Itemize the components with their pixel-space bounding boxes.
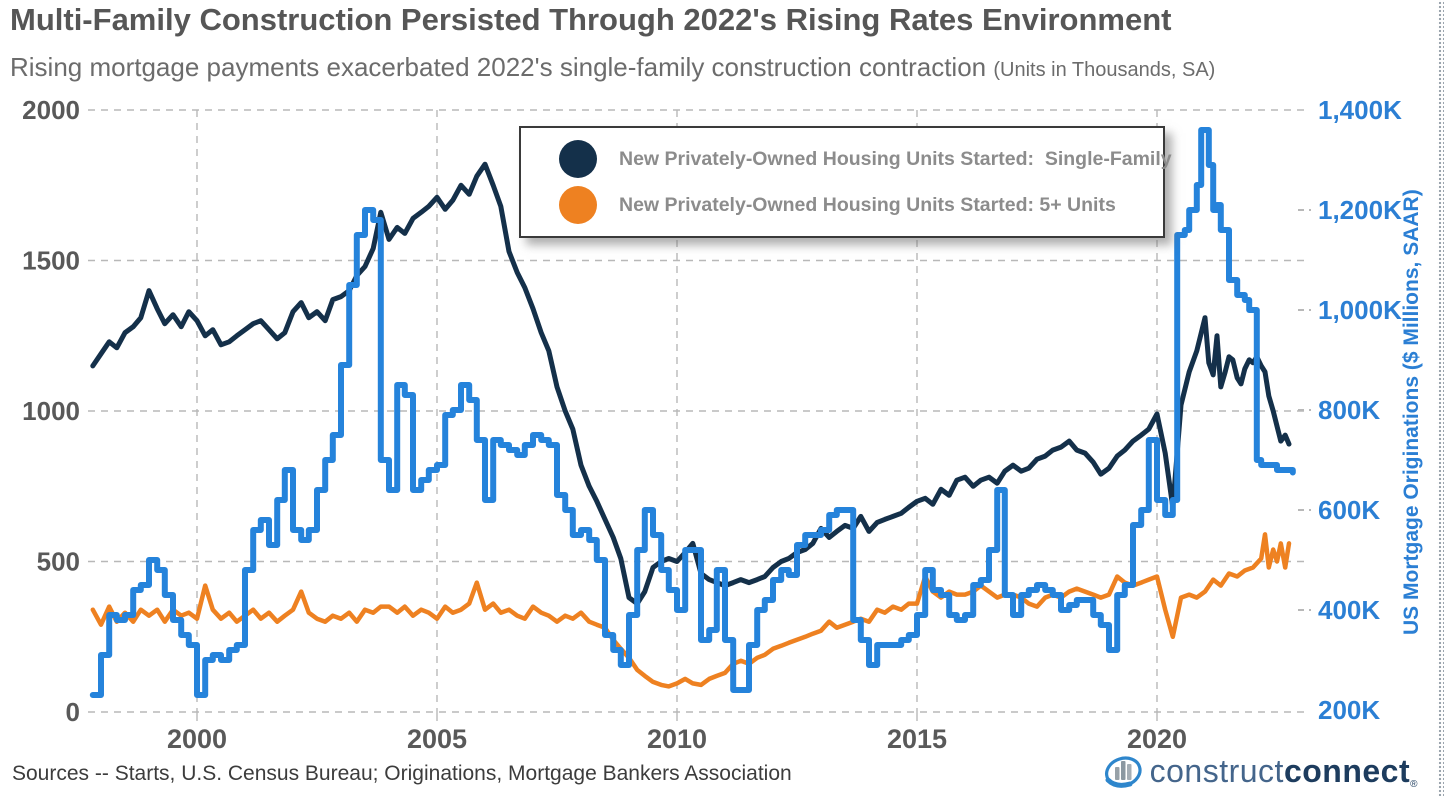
page-title: Multi-Family Construction Persisted Thro… bbox=[10, 2, 1172, 37]
legend-item-5plus-units: New Privately-Owned Housing Units Starte… bbox=[559, 186, 1163, 224]
y-right-tick-label: 400K bbox=[1318, 595, 1380, 625]
x-tick-label: 2000 bbox=[167, 724, 227, 754]
y-right-tick-label: 1,200K bbox=[1318, 195, 1402, 225]
y-right-tick-label: 200K bbox=[1318, 695, 1380, 725]
chart-legend: New Privately-Owned Housing Units Starte… bbox=[519, 126, 1172, 238]
y-right-tick-label: 1,400K bbox=[1318, 95, 1402, 125]
y-right-tick-label: 800K bbox=[1318, 395, 1380, 425]
originations-line bbox=[89, 127, 1296, 698]
screenshot-dotted-edge bbox=[1437, 0, 1444, 796]
right-axis-title: US Mortgage Originations ($ Millions, SA… bbox=[1400, 189, 1423, 635]
y-left-tick-label: 1500 bbox=[22, 246, 80, 276]
legend-label-single-family: New Privately-Owned Housing Units Starte… bbox=[619, 147, 1172, 170]
page-subtitle: Rising mortgage payments exacerbated 202… bbox=[10, 52, 1428, 83]
single-family-line bbox=[90, 161, 1292, 607]
sources-note: Sources -- Starts, U.S. Census Bureau; O… bbox=[12, 762, 792, 785]
x-tick-label: 2005 bbox=[407, 724, 467, 754]
y-left-tick-label: 0 bbox=[66, 697, 80, 727]
y-left-tick-label: 2000 bbox=[22, 95, 80, 125]
single-family-series-marker bbox=[559, 140, 597, 178]
logo-construct: construct bbox=[1149, 752, 1284, 789]
x-tick-label: 2015 bbox=[887, 724, 947, 754]
logo-connect: connect bbox=[1283, 752, 1411, 789]
constructconnect-logo: constructconnect® bbox=[1102, 748, 1418, 794]
y-left-tick-label: 1000 bbox=[22, 396, 80, 426]
y-right-tick-label: 1,000K bbox=[1318, 295, 1402, 325]
subtitle-units-note: (Units in Thousands, SA) bbox=[993, 59, 1216, 81]
logo-registered-mark: ® bbox=[1410, 778, 1418, 790]
x-tick-label: 2010 bbox=[647, 724, 707, 754]
x-tick-label: 2020 bbox=[1127, 724, 1187, 754]
legend-item-single-family: New Privately-Owned Housing Units Starte… bbox=[559, 140, 1172, 178]
five-plus-units-line bbox=[90, 532, 1292, 689]
y-right-tick-label: 600K bbox=[1318, 495, 1380, 525]
constructconnect-logo-text: constructconnect® bbox=[1150, 753, 1418, 790]
five-plus-units-series-marker bbox=[559, 186, 597, 224]
constructconnect-logo-icon bbox=[1104, 756, 1142, 788]
subtitle-text: Rising mortgage payments exacerbated 202… bbox=[10, 52, 994, 82]
y-left-tick-label: 500 bbox=[37, 547, 80, 577]
legend-label-5plus-units: New Privately-Owned Housing Units Starte… bbox=[619, 193, 1116, 216]
